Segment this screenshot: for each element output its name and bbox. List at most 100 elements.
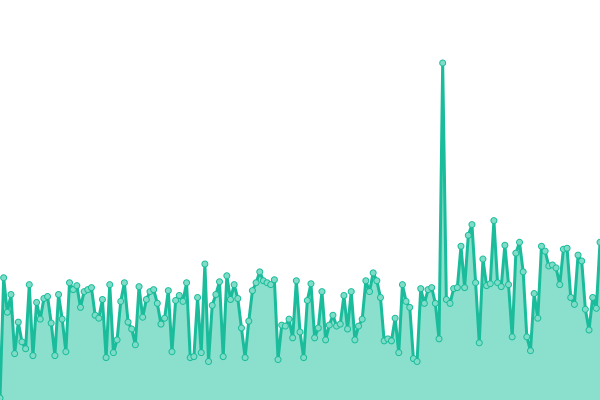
data-points <box>0 59 600 400</box>
data-point <box>153 299 161 307</box>
data-point <box>168 348 176 356</box>
data-point <box>212 291 220 299</box>
data-point <box>417 285 425 293</box>
data-point <box>398 281 406 289</box>
data-point <box>66 279 74 287</box>
data-point <box>281 322 289 330</box>
data-point <box>36 315 44 323</box>
data-point <box>589 293 597 301</box>
data-point <box>87 284 95 292</box>
data-point <box>102 354 110 362</box>
data-point <box>355 322 363 330</box>
data-point <box>139 313 147 321</box>
data-point <box>556 281 564 289</box>
data-point <box>351 336 359 344</box>
data-point <box>300 354 308 362</box>
data-point <box>329 311 337 319</box>
data-point <box>274 356 282 364</box>
data-point <box>135 283 143 291</box>
data-point <box>387 337 395 345</box>
data-point <box>523 333 531 341</box>
data-point <box>7 291 15 299</box>
data-point <box>117 297 125 305</box>
data-point <box>439 59 447 67</box>
data-point <box>124 318 132 326</box>
data-point <box>245 317 253 325</box>
data-point <box>413 358 421 366</box>
data-point <box>376 293 384 301</box>
data-point <box>205 358 213 366</box>
data-point <box>296 328 304 336</box>
data-point <box>435 335 443 343</box>
data-point <box>73 282 81 290</box>
data-point <box>194 293 202 301</box>
data-point <box>62 348 70 356</box>
data-point <box>537 242 545 250</box>
data-point <box>285 315 293 323</box>
data-point <box>3 308 11 316</box>
data-point <box>98 295 106 303</box>
data-point <box>172 296 180 304</box>
data-point <box>464 231 472 239</box>
data-point <box>131 341 139 349</box>
data-point <box>18 338 26 346</box>
data-point <box>22 345 30 353</box>
data-point <box>307 280 315 288</box>
data-point <box>76 303 84 311</box>
data-point <box>519 268 527 276</box>
data-point <box>164 287 172 295</box>
data-point <box>55 291 63 299</box>
data-point <box>512 249 520 257</box>
data-point <box>373 277 381 285</box>
data-point <box>563 244 571 252</box>
data-point <box>230 281 238 289</box>
data-point <box>256 268 264 276</box>
data-point <box>490 217 498 225</box>
data-point <box>120 279 128 287</box>
data-point <box>128 325 136 333</box>
data-point <box>161 314 169 322</box>
data-point <box>526 347 534 355</box>
data-point <box>216 278 224 286</box>
data-point <box>208 301 216 309</box>
data-point <box>479 255 487 263</box>
data-point <box>252 279 260 287</box>
data-point <box>369 269 377 277</box>
data-point <box>142 295 150 303</box>
data-point <box>234 294 242 302</box>
data-point <box>175 292 183 300</box>
data-point <box>516 238 524 246</box>
data-point <box>29 352 37 360</box>
data-point <box>395 349 403 357</box>
data-point <box>44 293 52 301</box>
data-point <box>336 320 344 328</box>
data-point <box>292 277 300 285</box>
data-point <box>237 324 245 332</box>
data-point <box>574 251 582 259</box>
data-point <box>530 290 538 298</box>
data-point <box>472 279 480 287</box>
data-point <box>318 288 326 296</box>
data-point <box>150 286 158 294</box>
data-point <box>248 287 256 295</box>
data-point <box>190 353 198 361</box>
data-point <box>51 352 59 360</box>
data-point <box>570 300 578 308</box>
data-point <box>322 336 330 344</box>
data-point <box>501 241 509 249</box>
data-point <box>453 284 461 292</box>
data-point <box>596 238 600 246</box>
data-point <box>420 299 428 307</box>
data-point <box>0 274 8 282</box>
data-point <box>303 296 311 304</box>
data-point <box>567 293 575 301</box>
data-point <box>33 298 41 306</box>
data-point <box>505 281 513 289</box>
data-point <box>58 315 66 323</box>
data-point <box>311 334 319 342</box>
data-point <box>486 280 494 288</box>
data-point <box>457 242 465 250</box>
data-point <box>14 318 22 326</box>
data-point <box>340 292 348 300</box>
